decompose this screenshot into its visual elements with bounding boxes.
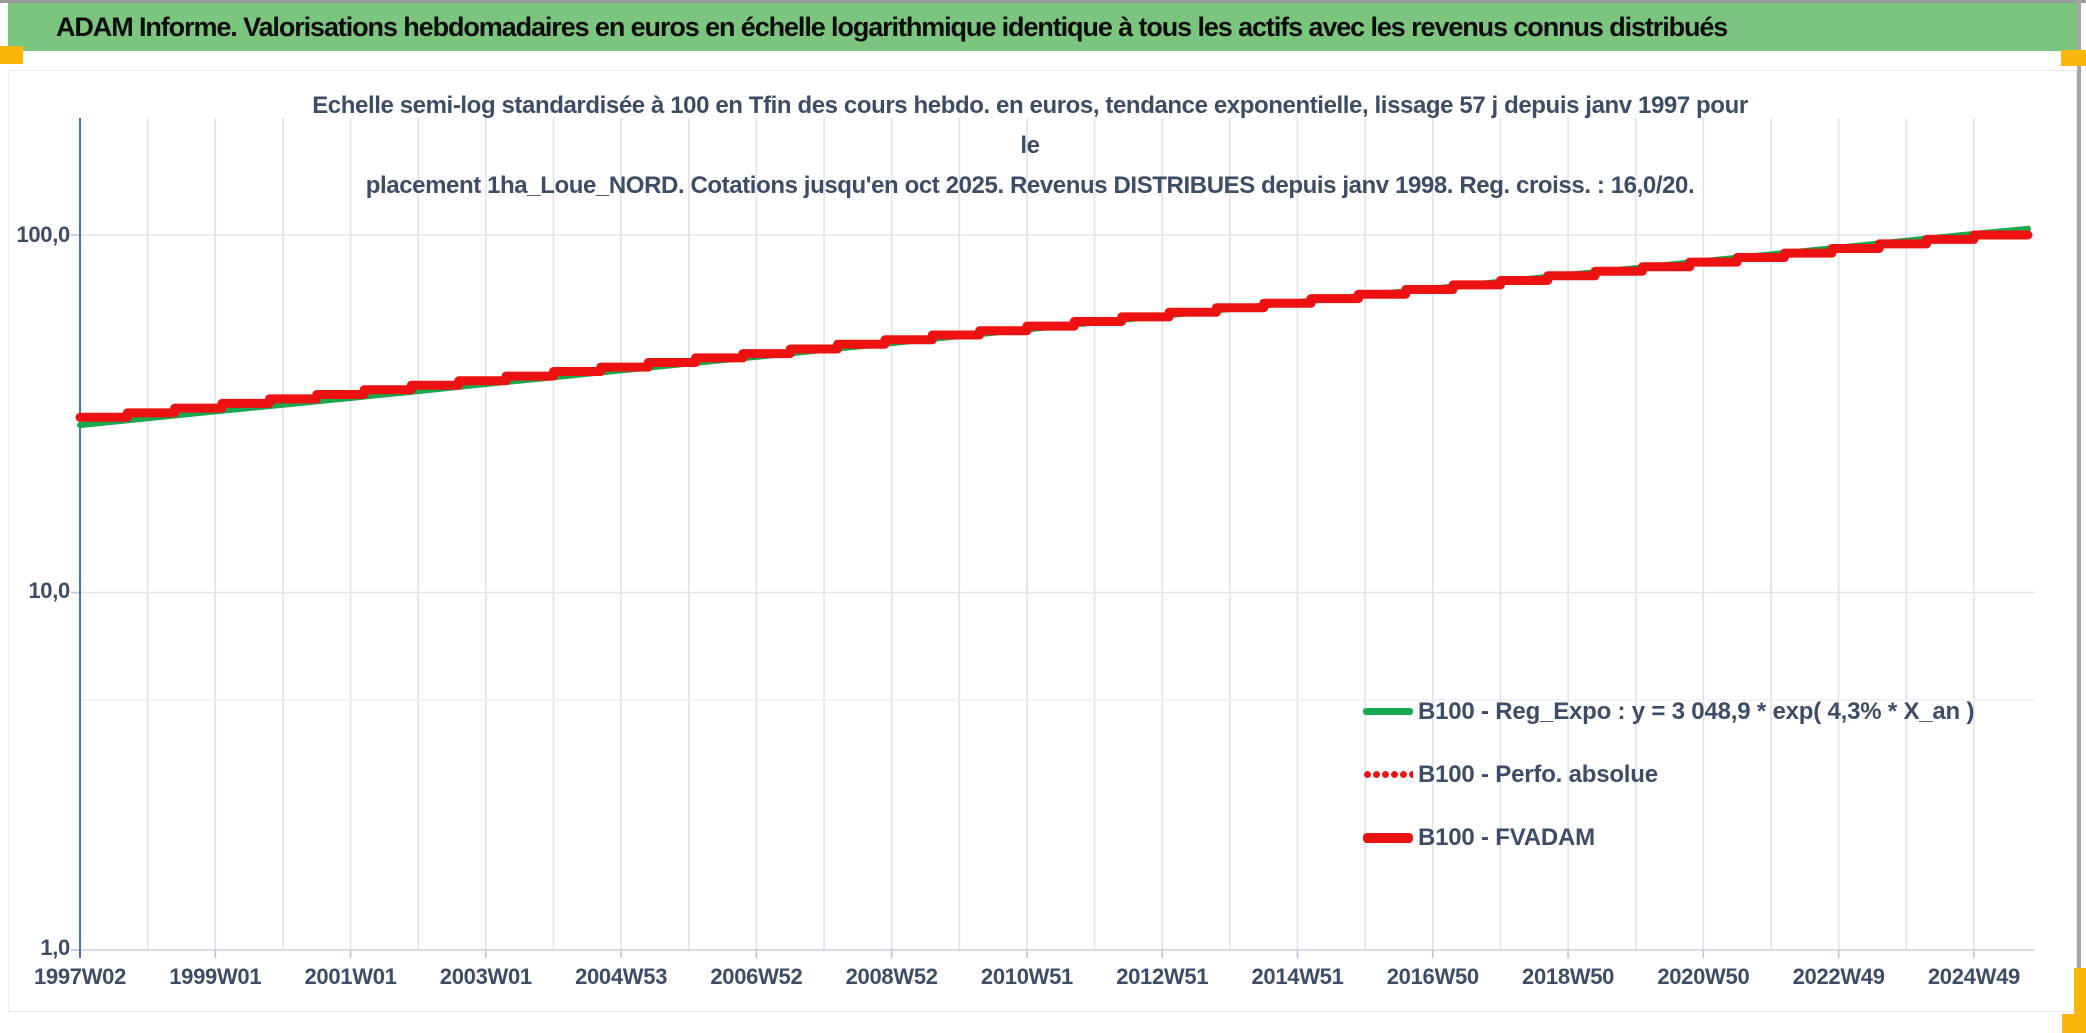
- chart-card: [8, 70, 2077, 1012]
- legend-item-reg-expo: B100 - Reg_Expo : y = 3 048,9 * exp( 4,3…: [1363, 680, 1974, 743]
- report-header: ADAM Informe. Valorisations hebdomadaire…: [8, 3, 2077, 51]
- top-border: [0, 0, 2086, 3]
- x-axis-label: 2001W01: [304, 964, 397, 989]
- x-axis-label: 2018W50: [1522, 964, 1615, 989]
- x-axis-label: 2003W01: [439, 964, 532, 989]
- legend-item-fvadam: B100 - FVADAM: [1363, 806, 1974, 869]
- x-axis-label: 2006W52: [710, 964, 803, 989]
- legend-label-reg-expo: B100 - Reg_Expo : y = 3 048,9 * exp( 4,3…: [1418, 697, 1975, 725]
- page-title: ADAM Informe. Valorisations hebdomadaire…: [56, 11, 1728, 42]
- x-axis-label: 2012W51: [1116, 964, 1209, 989]
- x-axis-label: 2004W53: [575, 964, 668, 989]
- right-border: [2077, 0, 2081, 1033]
- corner-marker-bottom-right-block: [2062, 1014, 2086, 1033]
- x-axis-label: 1997W02: [33, 964, 127, 989]
- x-axis-label: 2008W52: [845, 964, 938, 989]
- legend-label-perfo-absolue: B100 - Perfo. absolue: [1418, 760, 1658, 788]
- red-dotted-line-swatch-icon: [1363, 770, 1413, 779]
- corner-marker-top-right: [2061, 50, 2086, 66]
- chart-legend: B100 - Reg_Expo : y = 3 048,9 * exp( 4,3…: [1363, 680, 1974, 869]
- y-axis-label-1: 1,0: [40, 935, 70, 960]
- x-axis-label: 2014W51: [1251, 964, 1344, 989]
- green-line-swatch-icon: [1363, 708, 1413, 715]
- legend-item-perfo-absolue: B100 - Perfo. absolue: [1363, 743, 1974, 806]
- chart-subtitle-line2: placement 1ha_Loue_NORD. Cotations jusqu…: [365, 172, 1695, 199]
- x-axis-label: 2022W49: [1792, 964, 1885, 989]
- legend-label-fvadam: B100 - FVADAM: [1418, 823, 1595, 851]
- chart-subtitle-line1: Echelle semi-log standardisée à 100 en T…: [312, 92, 1748, 159]
- chart-subtitle: Echelle semi-log standardisée à 100 en T…: [300, 86, 1760, 206]
- corner-marker-bottom-right-bar: [2074, 968, 2086, 1016]
- x-axis-label: 2020W50: [1657, 964, 1750, 989]
- corner-marker-top-left: [0, 46, 23, 64]
- x-axis-label: 2016W50: [1386, 964, 1479, 989]
- red-line-swatch-icon: [1363, 832, 1413, 843]
- x-axis-label: 2024W49: [1927, 964, 2020, 989]
- y-axis-label-10: 10,0: [28, 578, 70, 603]
- y-axis-label-100: 100,0: [16, 222, 70, 247]
- x-axis-label: 1999W01: [169, 964, 262, 989]
- x-axis-label: 2010W51: [980, 964, 1073, 989]
